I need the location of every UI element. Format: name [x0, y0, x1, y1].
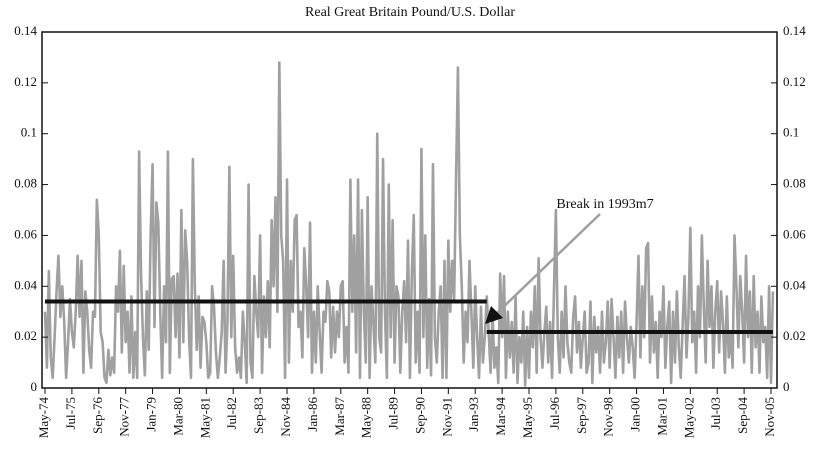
x-tick-label: Sep-04: [735, 397, 750, 434]
y-tick-label: 0.1: [21, 125, 37, 140]
annotation-arrow: [495, 213, 601, 315]
y-tick-label: 0: [31, 379, 38, 394]
x-tick-label: May-81: [197, 397, 212, 438]
x-tick-label: Jan-79: [144, 397, 159, 432]
x-tick-label: Nov-84: [278, 397, 293, 437]
y2-tick-label: 0.12: [783, 74, 806, 89]
y-tick-label: 0.06: [14, 226, 37, 241]
x-tick-label: Nov-98: [601, 397, 616, 437]
y-tick-label: 0.14: [14, 23, 37, 38]
x-tick-label: Jul-89: [386, 397, 401, 430]
x-tick-label: Jan-00: [628, 397, 643, 432]
y2-tick-label: 0.04: [783, 277, 806, 292]
x-tick-label: Jul-82: [224, 397, 239, 430]
annotation: Break in 1993m7: [556, 197, 653, 212]
x-tick-label: Sep-83: [251, 397, 266, 434]
y2-tick-label: 0.14: [783, 23, 806, 38]
y2-tick-label: 0.08: [783, 176, 806, 191]
x-tick-label: Nov-05: [762, 397, 777, 437]
arrow-head: [485, 306, 503, 324]
x-tick-label: Jul-96: [547, 397, 562, 430]
x-tick-label: Mar-94: [493, 397, 508, 436]
x-tick-label: Mar-01: [654, 397, 669, 436]
y-tick-label: 0.12: [14, 74, 37, 89]
x-tick-label: Jul-75: [63, 397, 78, 430]
x-tick-label: Sep-76: [90, 397, 105, 434]
x-tick-label: May-74: [36, 397, 51, 439]
y2-tick-label: 0.1: [783, 125, 799, 140]
y2-tick-label: 0.02: [783, 328, 806, 343]
x-tick-label: May-88: [359, 397, 374, 438]
plot-frame: [41, 31, 778, 389]
x-tick-label: May-02: [681, 397, 696, 438]
y-tick-label: 0.04: [14, 277, 37, 292]
chart-title: Real Great Britain Pound/U.S. Dollar: [305, 5, 515, 20]
y-tick-label: 0.02: [14, 328, 37, 343]
x-tick-label: Sep-90: [412, 397, 427, 434]
y-tick-label: 0.08: [14, 176, 37, 191]
x-tick-label: Jan-93: [466, 397, 481, 432]
y2-tick-label: 0.06: [783, 226, 806, 241]
x-tick-label: May-95: [520, 397, 535, 438]
x-tick-label: Nov-91: [439, 397, 454, 437]
x-tick-label: Mar-80: [170, 397, 185, 436]
x-tick-label: Sep-97: [574, 397, 589, 434]
x-tick-label: Jul-03: [708, 397, 723, 430]
data-line: [43, 61, 775, 387]
x-tick-label: Mar-87: [332, 397, 347, 436]
y2-tick-label: 0: [783, 379, 790, 394]
x-tick-label: Nov-77: [117, 397, 132, 437]
x-tick-label: Jan-86: [305, 397, 320, 432]
